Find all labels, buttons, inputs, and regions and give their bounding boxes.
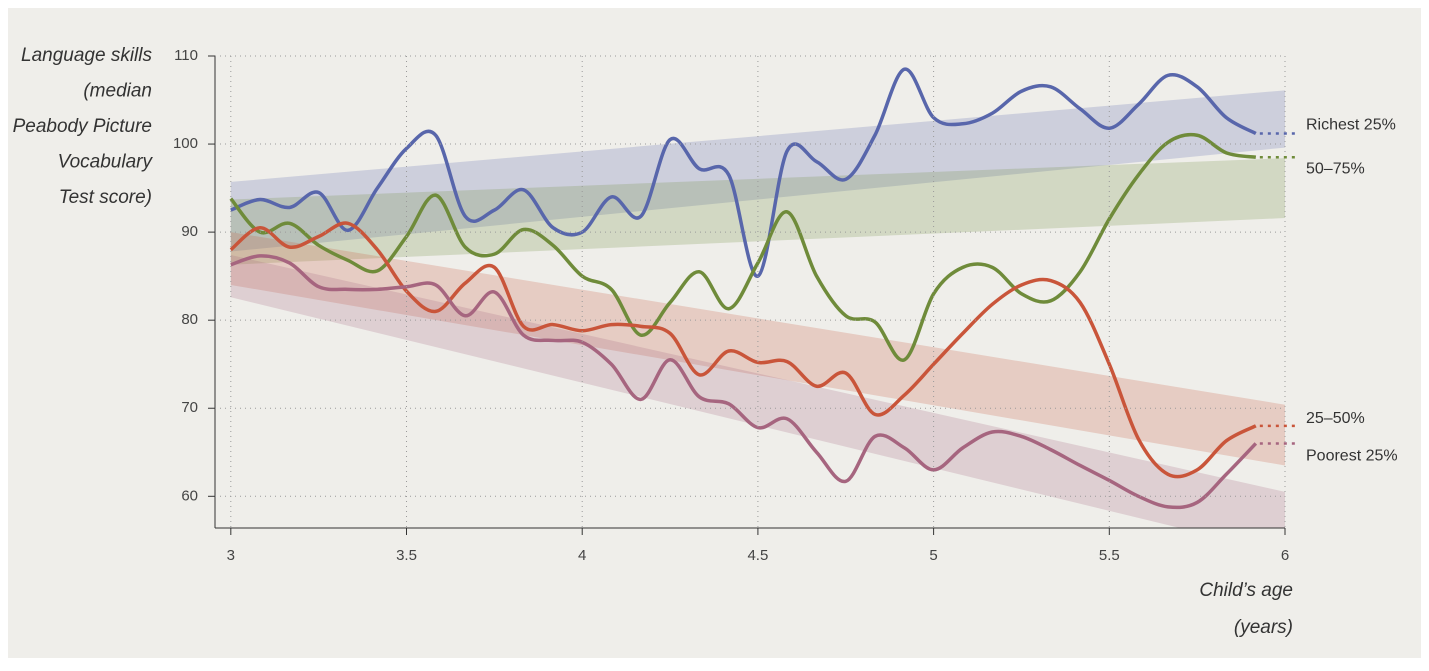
y-tick-label: 80 [181,311,198,328]
y-tick-label: 110 [174,47,198,64]
x-axis-label: Child’s age [1199,580,1293,601]
x-tick-label: 5.5 [1099,547,1120,564]
y-axis-label: Vocabulary [58,152,154,173]
background [8,8,1421,658]
y-tick-label: 90 [181,223,198,240]
y-axis-label: Language skills [21,45,152,66]
x-tick-label: 6 [1281,547,1289,564]
lines [229,67,1258,510]
y-axis-label: (median [83,81,152,102]
x-axis-label: (years) [1234,617,1293,638]
legend-label: Richest 25% [1306,117,1396,134]
y-tick-label: 60 [181,487,198,504]
series-line [230,254,1258,510]
y-tick-label: 70 [181,399,198,416]
x-tick-label: 4 [578,547,586,564]
x-tick-label: 3 [227,547,235,564]
y-axis-label: Peabody Picture [13,116,152,137]
series-line [230,67,1257,278]
x-tick-label: 4.5 [747,547,768,564]
legend-label: Poorest 25% [1306,448,1398,465]
legend-label: 25–50% [1306,410,1365,427]
y-tick-label: 100 [173,135,198,152]
x-tick-label: 5 [929,547,937,564]
legend-label: 50–75% [1306,160,1365,177]
y-axis-label: Test score) [59,187,152,208]
series-line [229,221,1257,479]
x-tick-label: 3.5 [396,547,417,564]
